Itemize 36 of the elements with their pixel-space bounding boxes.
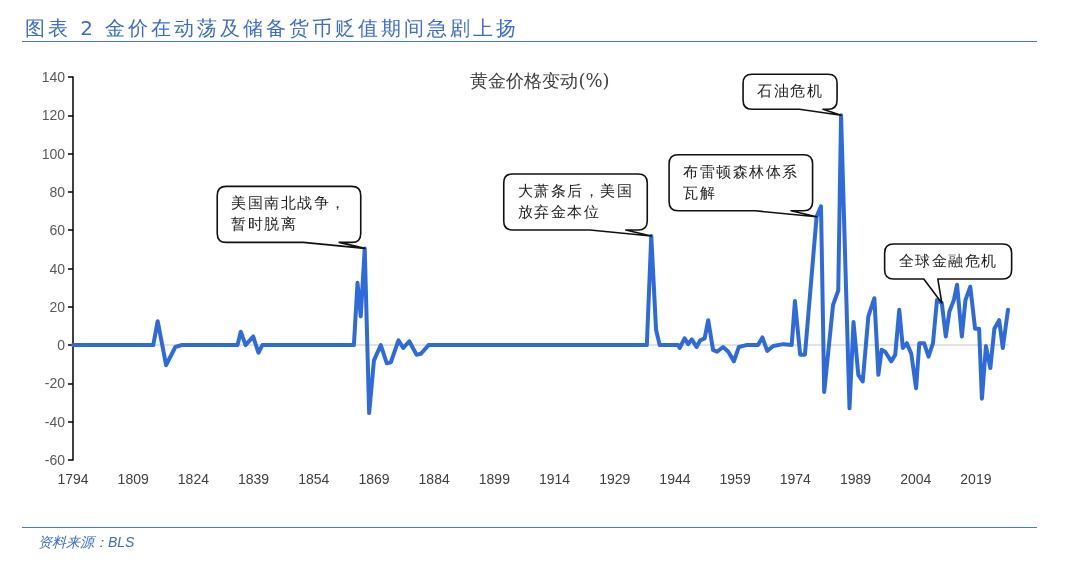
x-tick-label: 1884 <box>418 471 450 487</box>
y-tick-label: 100 <box>41 145 66 162</box>
y-tick-label: 120 <box>41 107 66 124</box>
text: 资料来源：BLS <box>38 534 135 550</box>
x-tick-label: 1824 <box>177 471 210 487</box>
x-tick-label: 1809 <box>117 471 149 487</box>
x-tick-label: 2019 <box>960 471 992 487</box>
y-tick-label: -60 <box>44 452 66 468</box>
y-tick-label: -20 <box>44 375 66 392</box>
y-tick-label: 80 <box>49 183 66 200</box>
y-tick-label: 140 <box>41 69 66 85</box>
x-tick-label: 1929 <box>599 471 631 487</box>
x-tick-label: 1869 <box>358 471 390 487</box>
y-tick-label: 0 <box>57 337 66 354</box>
x-tick-label: 1794 <box>57 471 89 487</box>
x-tick-label: 1989 <box>839 471 872 487</box>
y-tick-label: -40 <box>44 413 66 430</box>
y-tick-label: 20 <box>49 298 66 315</box>
annotation: 全球金融危机 <box>898 251 998 270</box>
annotation: 美国南北战争，暂时脱离 <box>231 194 347 234</box>
y-tick-label: 60 <box>49 222 66 239</box>
x-tick-label: 1839 <box>238 471 270 487</box>
annotation: 石油危机 <box>757 82 824 101</box>
chart-subtitle: 黄金价格变动(%) <box>470 69 610 91</box>
x-tick-label: 1899 <box>478 471 511 487</box>
x-tick-label: 1854 <box>298 471 330 487</box>
x-tick-label: 1944 <box>659 471 691 487</box>
y-tick-label: 40 <box>49 260 66 277</box>
x-tick-label: 1974 <box>779 471 812 487</box>
annotation: 大萧条后，美国放弃金本位 <box>517 181 634 221</box>
x-tick-label: 1914 <box>538 471 571 487</box>
line-series <box>71 113 1010 416</box>
chart-title: 图表 2 金价在动荡及储备货币贬值期间急剧上扬 <box>25 16 520 40</box>
x-tick-label: 2004 <box>900 471 932 487</box>
annotation: 布雷顿森林体系瓦解 <box>683 162 799 202</box>
x-tick-label: 1959 <box>719 471 751 487</box>
